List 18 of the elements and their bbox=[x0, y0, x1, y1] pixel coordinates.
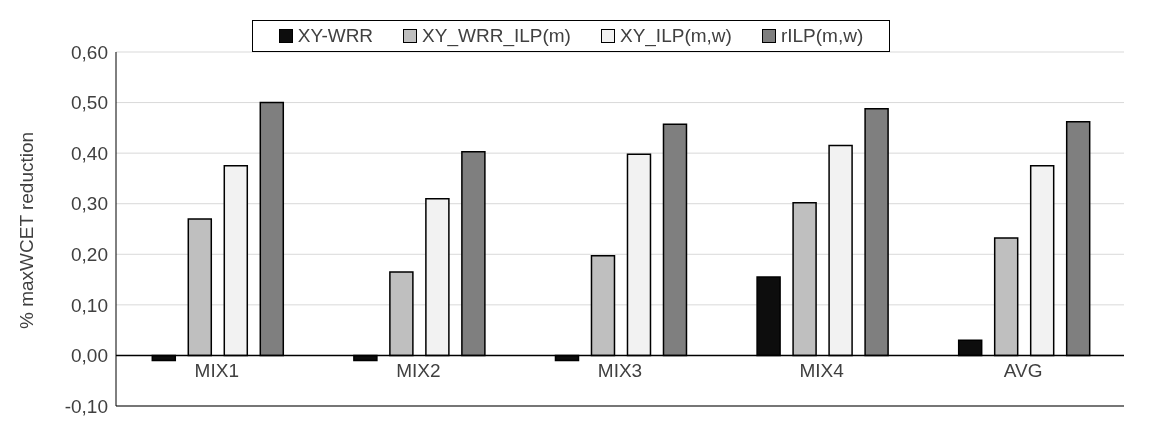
legend-label: XY_WRR_ILP(m) bbox=[422, 25, 571, 47]
x-tick-label: AVG bbox=[1003, 359, 1043, 381]
y-tick-label: 0,00 bbox=[71, 345, 108, 367]
legend-label: XY-WRR bbox=[297, 25, 374, 47]
legend-label: XY_ILP(m,w) bbox=[619, 25, 732, 47]
x-tick-label: MIX2 bbox=[396, 359, 441, 381]
y-tick-label: 0,50 bbox=[71, 92, 108, 114]
y-tick-label: 0,40 bbox=[71, 142, 108, 164]
legend-label: rILP(m,w) bbox=[780, 25, 864, 47]
y-tick-label: 0,20 bbox=[71, 244, 108, 266]
y-tick-label: -0,10 bbox=[64, 395, 108, 417]
x-tick-label: MIX3 bbox=[597, 359, 643, 381]
x-tick-label: MIX4 bbox=[799, 359, 845, 381]
y-tick-label: 0,10 bbox=[71, 294, 108, 316]
x-tick-label: MIX1 bbox=[194, 359, 239, 381]
y-axis-title: % maxWCET reduction bbox=[15, 131, 37, 329]
y-tick-label: 0,60 bbox=[71, 41, 108, 63]
y-tick-label: 0,30 bbox=[71, 193, 108, 215]
